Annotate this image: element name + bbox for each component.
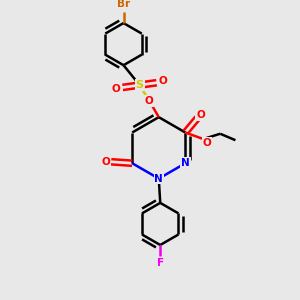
Text: O: O (112, 84, 121, 94)
Text: O: O (159, 76, 167, 86)
Text: O: O (101, 157, 110, 167)
Text: F: F (157, 258, 164, 268)
Text: S: S (136, 80, 144, 90)
Text: Br: Br (117, 0, 130, 9)
Text: O: O (202, 137, 211, 148)
Text: N: N (181, 158, 190, 168)
Text: N: N (154, 174, 163, 184)
Text: O: O (145, 96, 154, 106)
Text: O: O (196, 110, 205, 120)
